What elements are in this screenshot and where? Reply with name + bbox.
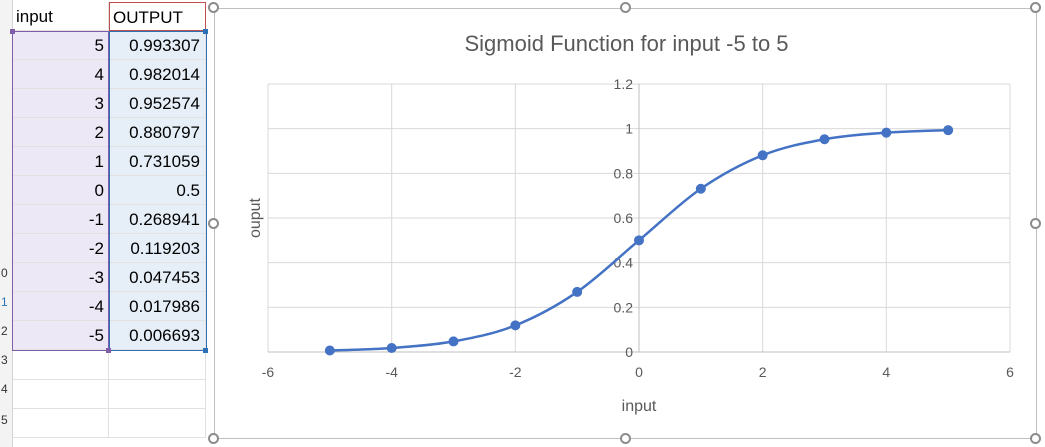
input-cell[interactable]: 2 [13,118,109,147]
output-cell[interactable]: 0.731059 [109,147,206,176]
chart-resize-handle[interactable] [208,2,219,13]
y-axis-title: ouput [247,197,264,238]
input-cell[interactable]: 1 [13,147,109,176]
data-point [881,127,892,138]
input-cell[interactable]: 4 [13,60,109,89]
x-tick-label: 0 [635,364,643,380]
output-cell[interactable]: 0.119203 [109,234,206,263]
output-cell[interactable]: 0.006693 [109,321,206,350]
data-point [943,125,954,136]
chart-area[interactable]: Sigmoid Function for input -5 to 5 -6 -4-… [214,8,1037,439]
row-number[interactable]: 1 [1,295,8,309]
empty-cell[interactable] [109,380,206,409]
row-number[interactable]: 4 [1,382,8,396]
output-cell[interactable]: 0.5 [109,176,206,205]
data-point [572,286,583,297]
input-cell[interactable]: -4 [13,292,109,321]
data-point [386,342,397,353]
range-handle[interactable] [203,348,208,353]
plot-area: -6 -4 -2 0 2 4 6 0 0.2 0.4 0.6 0.8 1 1.2 input ouput [247,76,1014,415]
chart-resize-handle[interactable] [208,218,219,229]
x-tick-label: 2 [759,364,767,380]
range-handle[interactable] [203,29,208,34]
row-header-strip: 0 1 2 3 4 5 [0,0,13,447]
range-handle[interactable] [106,348,111,353]
row-number[interactable]: 3 [1,353,8,367]
data-point [757,150,768,161]
data-point [448,336,459,347]
output-cell[interactable]: 0.268941 [109,205,206,234]
output-cell[interactable]: 0.880797 [109,118,206,147]
y-tick-label: 0.4 [614,255,634,271]
x-tick-label: 4 [882,364,890,380]
chart-resize-handle[interactable] [620,2,631,13]
output-cell[interactable]: 0.017986 [109,292,206,321]
chart-title: Sigmoid Function for input -5 to 5 [464,31,789,56]
y-tick-label: 1.2 [614,76,634,92]
range-handle[interactable] [10,29,15,34]
input-cell[interactable]: 3 [13,89,109,118]
data-point [819,134,830,145]
y-tick-label: 0.6 [614,210,634,226]
output-cell[interactable]: 0.952574 [109,89,206,118]
empty-cell[interactable] [109,351,206,380]
x-tick-label: -2 [509,364,522,380]
chart-resize-handle[interactable] [208,433,219,444]
empty-cell[interactable] [13,351,109,380]
chart-resize-handle[interactable] [1030,433,1041,444]
row-number[interactable]: 5 [1,413,8,427]
x-tick-label: -4 [385,364,398,380]
output-cell[interactable]: 0.993307 [109,31,206,60]
y-tick-label: 0 [625,344,633,360]
input-cell[interactable]: 5 [13,31,109,60]
x-axis-title: input [622,398,657,415]
row-number[interactable]: 2 [1,324,8,338]
input-cell[interactable]: -1 [13,205,109,234]
y-tick-label: 1 [625,121,633,137]
output-cell[interactable]: 0.047453 [109,263,206,292]
chart-resize-handle[interactable] [620,433,631,444]
input-cell[interactable]: -3 [13,263,109,292]
data-point [695,183,706,194]
data-point [324,345,335,356]
input-cell[interactable]: 0 [13,176,109,205]
x-tick-label: -6 [262,364,275,380]
data-point [634,235,644,246]
chart-resize-handle[interactable] [1030,2,1041,13]
x-tick-label: 6 [1006,364,1014,380]
y-tick-label: 0.8 [614,165,634,181]
empty-cell[interactable] [13,380,109,409]
empty-cell[interactable] [13,409,109,438]
y-tick-label: 0.2 [614,299,634,315]
input-cell[interactable]: -5 [13,321,109,350]
header-cell-output[interactable]: OUTPUT [109,2,206,31]
header-cell-input[interactable]: input [13,2,109,31]
data-point [510,320,521,331]
chart-resize-handle[interactable] [1030,218,1041,229]
output-cell[interactable]: 0.982014 [109,60,206,89]
empty-cell[interactable] [109,409,206,438]
input-cell[interactable]: -2 [13,234,109,263]
row-number[interactable]: 0 [1,266,8,280]
